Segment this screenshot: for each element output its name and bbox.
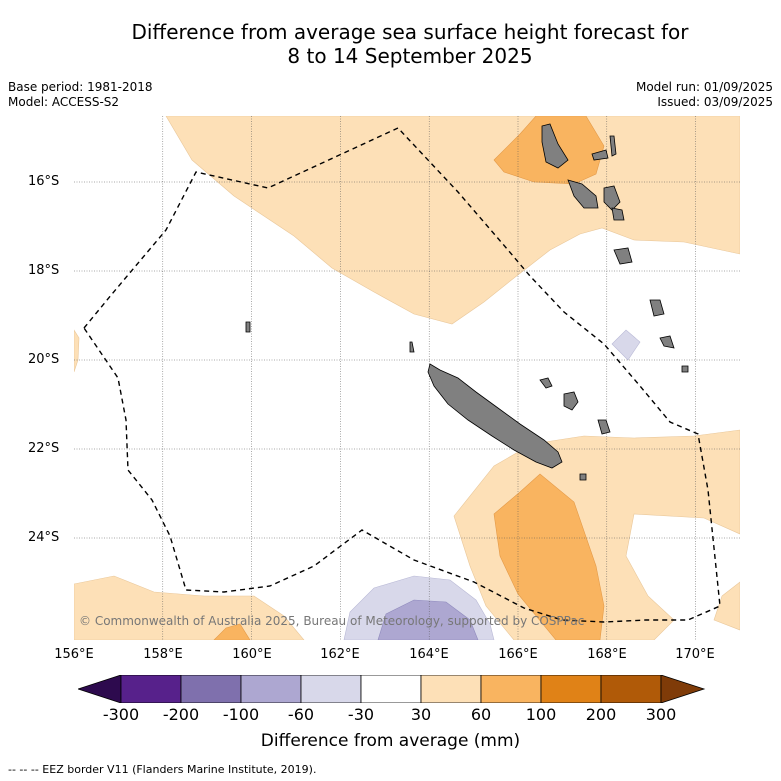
graticule (74, 116, 740, 640)
colorbar-label-neg100: -100 (222, 705, 260, 724)
lon-tick-156: 156°E (54, 647, 94, 662)
lon-tick-160: 160°E (232, 647, 272, 662)
tanna (649, 299, 665, 317)
loyalty-island-2 (563, 391, 579, 411)
lon-tick-164: 164°E (409, 647, 449, 662)
lat-tick-20s: 20°S (28, 352, 60, 367)
colorbar-bin-8 (540, 675, 602, 703)
meta-left: Base period: 1981-2018 Model: ACCESS-S2 (8, 80, 153, 110)
loyalty-island-1 (539, 377, 553, 389)
land-masses (245, 123, 689, 481)
lon-tick-158: 158°E (143, 647, 183, 662)
model-name: Model: ACCESS-S2 (8, 95, 120, 109)
colorbar-label-300: 300 (645, 705, 677, 724)
colorbar-bin-5 (360, 675, 422, 703)
title-line-1: Difference from average sea surface heig… (131, 20, 689, 44)
eez-footnote: -- -- -- EEZ border V11 (Flanders Marine… (8, 763, 317, 776)
espiritu-santo (541, 123, 569, 169)
matthew-island (409, 341, 415, 353)
colorbar-label-neg300: -300 (102, 705, 140, 724)
colorbar (78, 675, 706, 703)
copyright-notice: © Commonwealth of Australia 2025, Bureau… (79, 614, 585, 628)
lon-tick-168: 168°E (587, 647, 627, 662)
anomaly-core-southwest (213, 623, 251, 640)
colorbar-bin-7 (480, 675, 542, 703)
isle-of-pines (579, 473, 587, 481)
colorbar-extend-low (78, 675, 122, 703)
base-period: Base period: 1981-2018 (8, 80, 153, 94)
vanuatu-island-small-1 (591, 149, 609, 161)
aneityum (659, 335, 675, 349)
colorbar-label-100: 100 (525, 705, 557, 724)
colorbar-label-neg60: -60 (287, 705, 315, 724)
meta-right: Model run: 01/09/2025 Issued: 03/09/2025 (636, 80, 773, 110)
lon-tick-170: 170°E (675, 647, 715, 662)
colorbar-label-30: 30 (410, 705, 432, 724)
vanuatu-island-small-2 (609, 135, 617, 157)
lon-tick-166: 166°E (498, 647, 538, 662)
colorbar-bin-4 (300, 675, 362, 703)
erromango (613, 247, 633, 265)
colorbar-bin-2 (180, 675, 242, 703)
colorbar-bin-3 (240, 675, 302, 703)
anomaly-region-east-edge (713, 581, 740, 631)
colorbar-bin-6 (420, 675, 482, 703)
malekula (567, 179, 599, 209)
anomaly-negative-core (377, 599, 479, 640)
loyalty-island-3 (597, 419, 611, 435)
new-caledonia (427, 363, 563, 469)
hunter-island (681, 365, 689, 373)
lat-tick-22s: 22°S (28, 441, 60, 456)
anomaly-negative-east (611, 329, 641, 361)
model-run: Model run: 01/09/2025 (635, 80, 773, 94)
colorbar-label-neg30: -30 (347, 705, 375, 724)
colorbar-extend-high (660, 675, 706, 703)
colorbar-bin-9 (600, 675, 662, 703)
lon-tick-162: 162°E (320, 647, 360, 662)
title-line-2: 8 to 14 September 2025 (287, 44, 533, 68)
colorbar-title: Difference from average (mm) (260, 731, 521, 751)
anomaly-core-south (493, 473, 605, 640)
eez-border (83, 127, 721, 623)
chesterfield-island (245, 321, 251, 333)
anomaly-region-west-edge (74, 329, 80, 373)
colorbar-label-60: 60 (470, 705, 492, 724)
lat-tick-24s: 24°S (28, 530, 60, 545)
efate (611, 207, 625, 221)
lat-tick-18s: 18°S (28, 263, 60, 278)
map-title: Difference from average sea surface heig… (40, 20, 780, 68)
colorbar-bin-1 (120, 675, 182, 703)
anomaly-region-southwest (74, 575, 305, 640)
colorbar-label-200: 200 (585, 705, 617, 724)
map-plot (74, 116, 740, 640)
colorbar-label-neg200: -200 (162, 705, 200, 724)
vanuatu-island-small-3 (603, 185, 621, 211)
issued-date: Issued: 03/09/2025 (657, 95, 773, 109)
lat-tick-16s: 16°S (28, 174, 60, 189)
